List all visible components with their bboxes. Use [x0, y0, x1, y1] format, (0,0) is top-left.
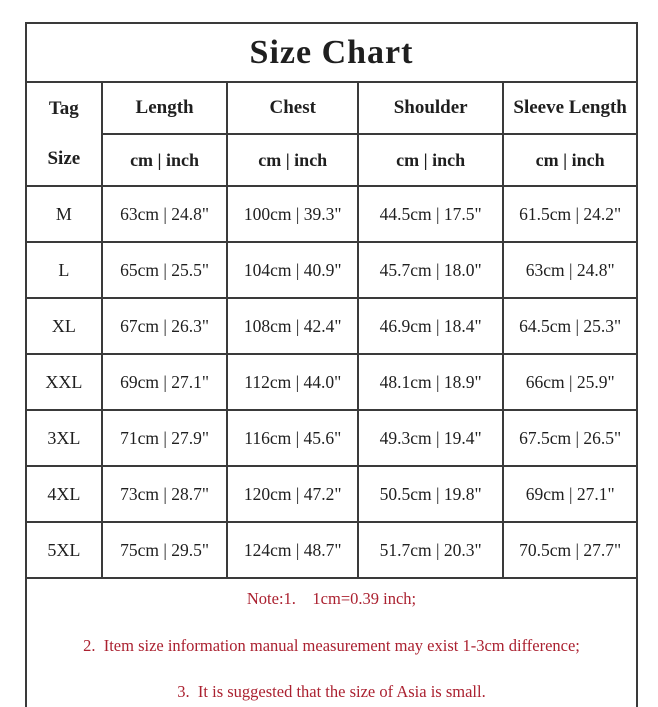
tag-header-line2: Size: [47, 148, 81, 169]
chest-value: 120cm | 47.2": [226, 465, 360, 523]
length-value: 67cm | 26.3": [100, 297, 229, 355]
col-header-shoulder: Shoulder: [357, 81, 505, 135]
size-label: 5XL: [25, 521, 103, 579]
chest-value: 112cm | 44.0": [226, 353, 360, 411]
chest-value: 124cm | 48.7": [226, 521, 360, 579]
table-row-3xl: 3XL 71cm | 27.9" 116cm | 45.6" 49.3cm | …: [25, 409, 638, 467]
table-row-5xl: 5XL 75cm | 29.5" 124cm | 48.7" 51.7cm | …: [25, 521, 638, 579]
table-row-xl: XL 67cm | 26.3" 108cm | 42.4" 46.9cm | 1…: [25, 297, 638, 355]
note-line-3: 3. It is suggested that the size of Asia…: [177, 682, 486, 702]
chest-value: 104cm | 40.9": [226, 241, 360, 299]
unit-length: cm | inch: [100, 133, 229, 187]
size-label: L: [25, 241, 103, 299]
chest-value: 108cm | 42.4": [226, 297, 360, 355]
length-value: 69cm | 27.1": [100, 353, 229, 411]
sleeve-value: 67.5cm | 26.5": [502, 409, 638, 467]
shoulder-value: 51.7cm | 20.3": [357, 521, 505, 579]
size-label: XXL: [25, 353, 103, 411]
table-row-4xl: 4XL 73cm | 28.7" 120cm | 47.2" 50.5cm | …: [25, 465, 638, 523]
sleeve-value: 69cm | 27.1": [502, 465, 638, 523]
table-row-xxl: XXL 69cm | 27.1" 112cm | 44.0" 48.1cm | …: [25, 353, 638, 411]
col-header-chest: Chest: [226, 81, 360, 135]
col-header-length: Length: [100, 81, 229, 135]
length-value: 71cm | 27.9": [100, 409, 229, 467]
length-value: 75cm | 29.5": [100, 521, 229, 579]
col-header-sleeve-length: Sleeve Length: [502, 81, 638, 135]
shoulder-value: 50.5cm | 19.8": [357, 465, 505, 523]
shoulder-value: 44.5cm | 17.5": [357, 185, 505, 243]
unit-sleeve-length: cm | inch: [502, 133, 638, 187]
note-line-1: Note:1. 1cm=0.39 inch;: [246, 588, 417, 608]
sleeve-value: 63cm | 24.8": [502, 241, 638, 299]
size-label: 4XL: [25, 465, 103, 523]
title-row: Size Chart: [25, 22, 638, 83]
unit-chest: cm | inch: [226, 133, 360, 187]
unit-shoulder: cm | inch: [357, 133, 505, 187]
shoulder-value: 49.3cm | 19.4": [357, 409, 505, 467]
shoulder-value: 45.7cm | 18.0": [357, 241, 505, 299]
sleeve-value: 66cm | 25.9": [502, 353, 638, 411]
sleeve-value: 61.5cm | 24.2": [502, 185, 638, 243]
chest-value: 116cm | 45.6": [226, 409, 360, 467]
size-label: XL: [25, 297, 103, 355]
length-value: 63cm | 24.8": [100, 185, 229, 243]
tag-size-header-cell: Tag Size: [25, 81, 103, 187]
page-title: Size Chart: [249, 33, 414, 71]
table-row-l: L 65cm | 25.5" 104cm | 40.9" 45.7cm | 18…: [25, 241, 638, 299]
sleeve-value: 64.5cm | 25.3": [502, 297, 638, 355]
table-row-m: M 63cm | 24.8" 100cm | 39.3" 44.5cm | 17…: [25, 185, 638, 243]
length-value: 73cm | 28.7": [100, 465, 229, 523]
length-value: 65cm | 25.5": [100, 241, 229, 299]
shoulder-value: 48.1cm | 18.9": [357, 353, 505, 411]
notes-cell: Note:1. 1cm=0.39 inch; 2. Item size info…: [25, 577, 638, 707]
note-line-2: 2. Item size information manual measurem…: [83, 635, 580, 655]
sleeve-value: 70.5cm | 27.7": [502, 521, 638, 579]
chest-value: 100cm | 39.3": [226, 185, 360, 243]
unit-header-row: cm | inch cm | inch cm | inch cm | inch: [26, 133, 638, 187]
size-chart-table: Size Chart Tag Size Length Chest Shoulde…: [25, 22, 638, 707]
size-label: 3XL: [25, 409, 103, 467]
tag-header-line1: Tag: [48, 98, 79, 119]
notes-row: Note:1. 1cm=0.39 inch; 2. Item size info…: [25, 577, 638, 707]
size-label: M: [25, 185, 103, 243]
shoulder-value: 46.9cm | 18.4": [357, 297, 505, 355]
column-header-row: Tag Size Length Chest Shoulder Sleeve Le…: [25, 81, 638, 187]
title-cell: Size Chart: [25, 22, 638, 83]
